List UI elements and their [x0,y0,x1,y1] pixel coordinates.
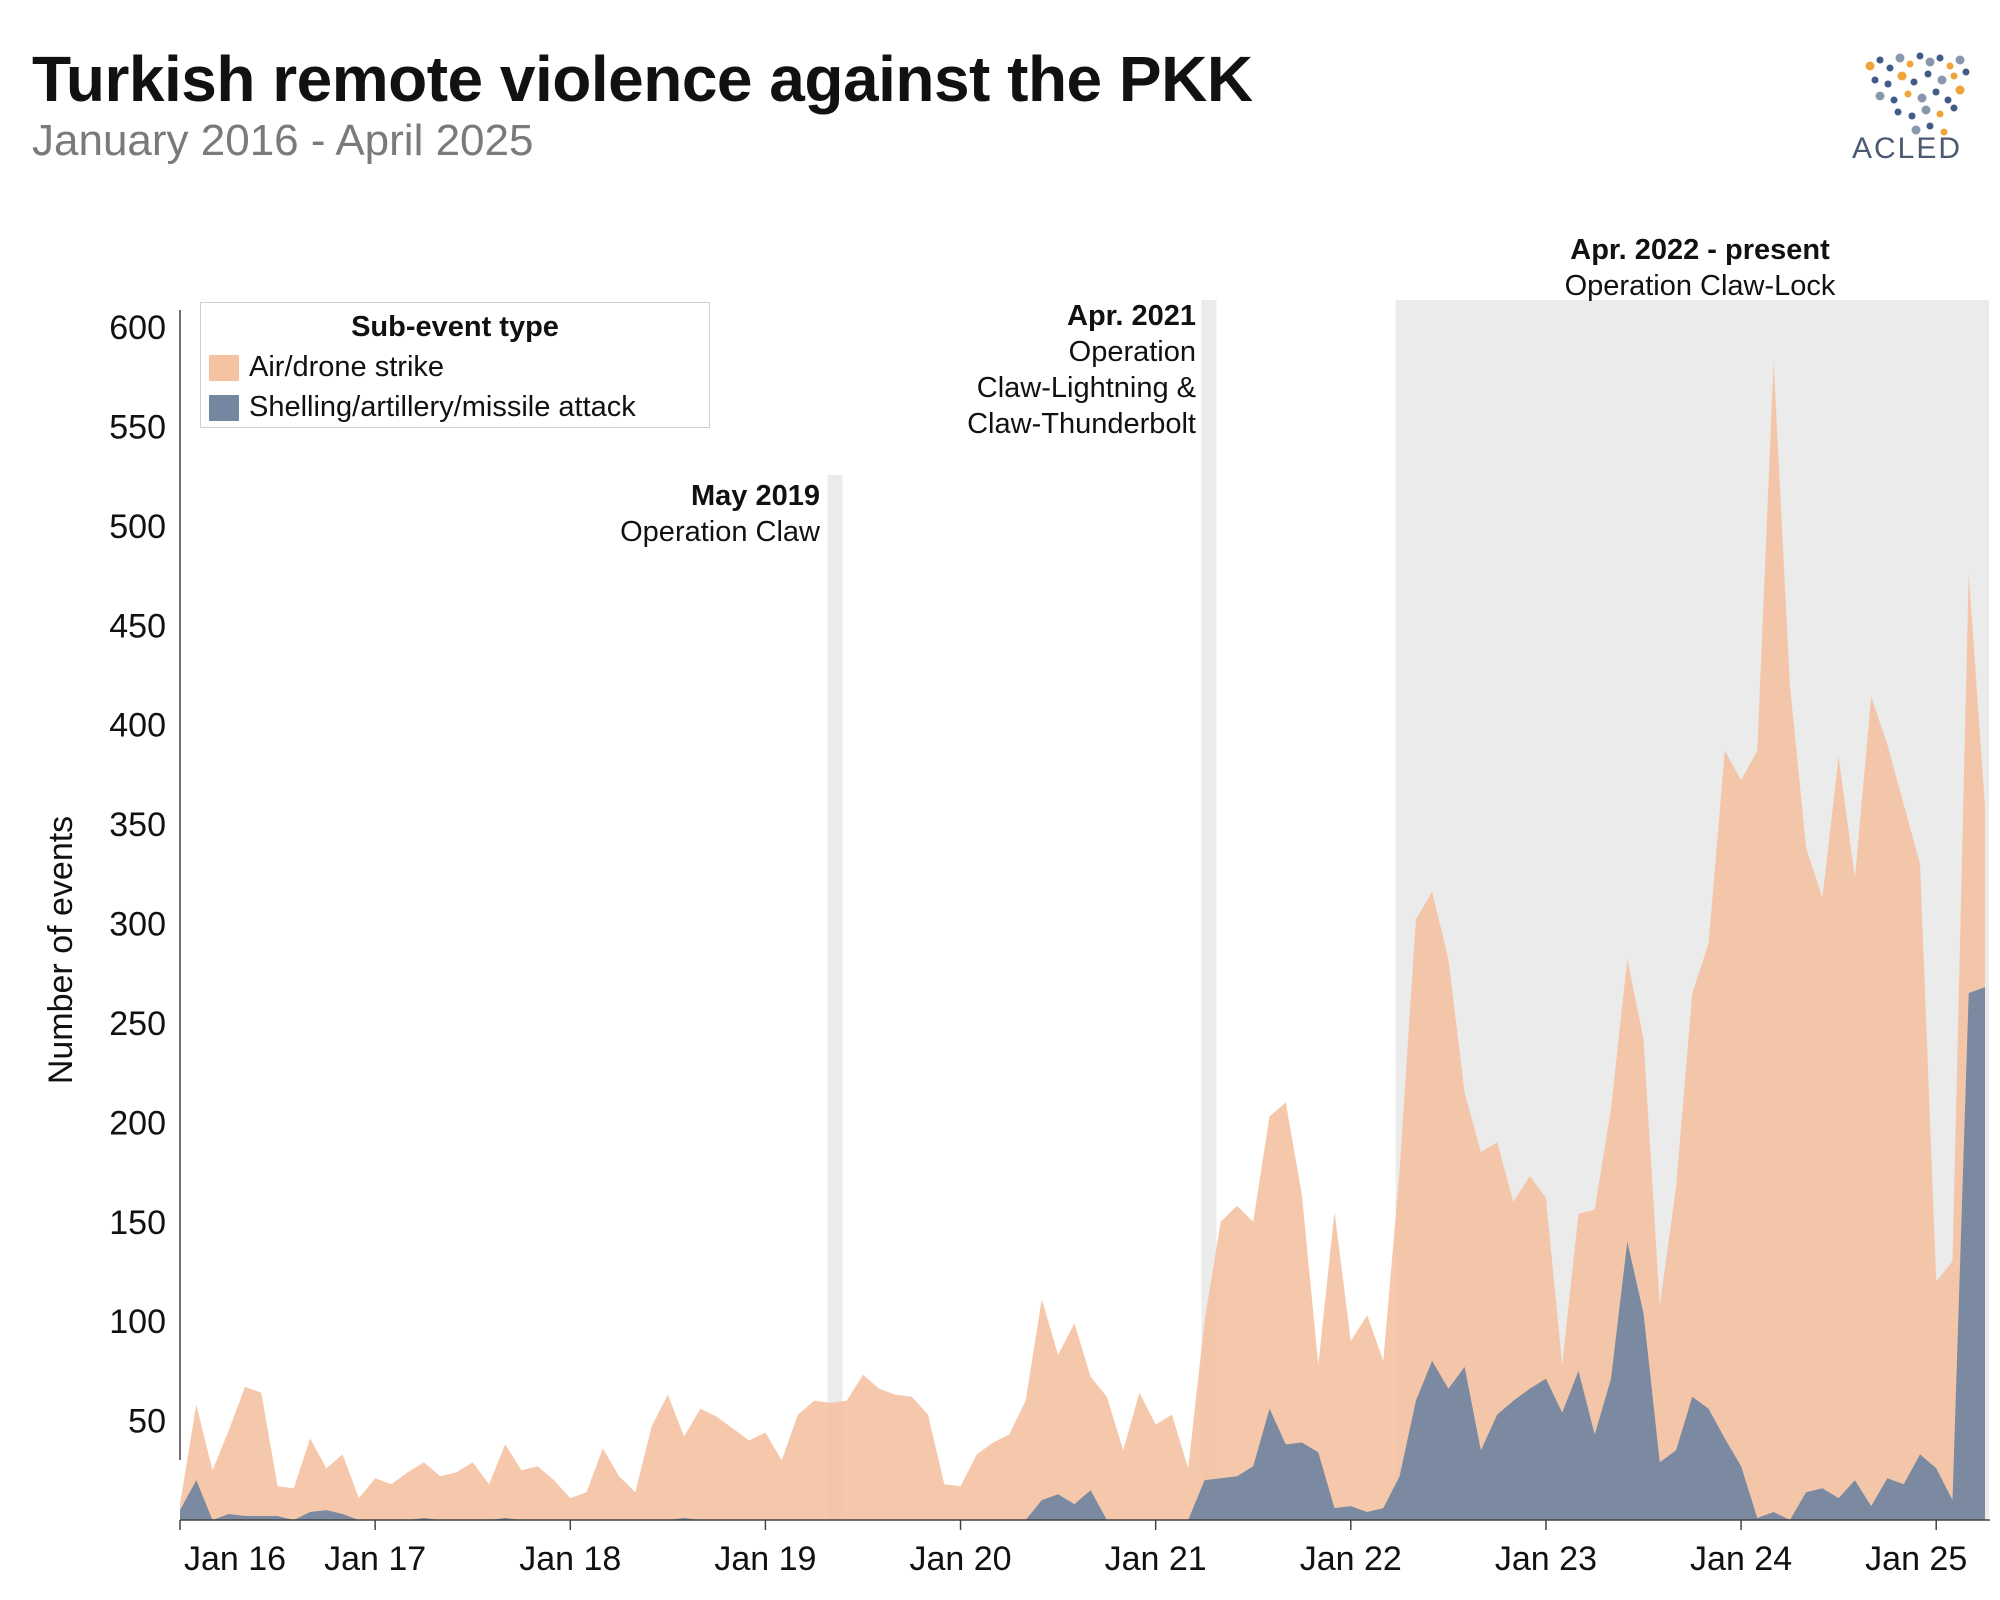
y-tick-label: 600 [109,309,166,347]
x-tick-label: Jan 19 [714,1540,816,1578]
area-shelling [180,987,1985,1520]
annotation-text-line: Operation [1068,336,1196,368]
y-tick-label: 50 [128,1403,166,1441]
x-tick-label: Jan 20 [909,1540,1011,1578]
x-tick-label: Jan 25 [1865,1540,1967,1578]
y-tick-label: 250 [109,1005,166,1043]
chart-subtitle: January 2016 - April 2025 [32,116,534,165]
annotation-text-line: Claw-Thunderbolt [967,408,1196,440]
x-tick-label: Jan 23 [1495,1540,1597,1578]
annotation-apr-2022: Apr. 2022 - present Operation Claw-Lock [1530,232,1870,304]
legend: Sub-event type Air/drone strike Shelling… [200,302,710,428]
y-tick-label: 350 [109,806,166,844]
y-tick-label: 550 [109,408,166,446]
annotation-may-2019: May 2019 Operation Claw [620,478,820,550]
y-axis-label: Number of events [42,816,80,1084]
annotation-text: Operation Claw [620,516,820,548]
annotation-apr-2021: Apr. 2021 Operation Claw-Lightning & Cla… [967,298,1196,442]
x-tick-label: Jan 18 [519,1540,621,1578]
x-tick-label: Jan 24 [1690,1540,1792,1578]
y-tick-label: 450 [109,607,166,645]
legend-label-shelling: Shelling/artillery/missile attack [249,391,636,423]
y-tick-label: 400 [109,707,166,745]
acled-logo-icon [1865,52,1970,136]
annotation-text: Operation Claw-Lock [1564,270,1836,302]
annotation-title: Apr. 2021 [1067,300,1196,332]
series-areas [180,360,1985,1520]
y-tick-label: 200 [109,1104,166,1142]
legend-swatch-shelling [209,394,239,421]
y-tick-label: 100 [109,1303,166,1341]
annotation-title: Apr. 2022 - present [1570,234,1830,266]
legend-item-air: Air/drone strike [209,351,444,384]
x-tick-label: Jan 17 [324,1540,426,1578]
area-air-drone-strike [180,360,1985,1520]
x-tick-label: Jan 22 [1300,1540,1402,1578]
legend-item-shelling: Shelling/artillery/missile attack [209,391,636,424]
legend-label-air: Air/drone strike [249,351,445,383]
chart-title: Turkish remote violence against the PKK [32,43,1253,115]
shaded-period-1 [827,475,843,1520]
annotation-title: May 2019 [691,480,820,512]
axes: 50 100 150 200 250 300 350 400 450 500 550 600 Jan 1… [109,309,1990,1578]
shaded-period-2 [1201,300,1217,1520]
logo-text: ACLED [1852,132,1963,165]
y-tick-label: 300 [109,906,166,944]
y-tick-label: 500 [109,508,166,546]
y-tick-label: 150 [109,1204,166,1242]
x-tick-label: Jan 21 [1105,1540,1207,1578]
legend-swatch-air [209,354,239,381]
annotation-text-line: Claw-Lightning & [976,372,1196,404]
legend-title: Sub-event type [351,311,559,343]
x-tick-label: Jan 16 [184,1540,286,1578]
